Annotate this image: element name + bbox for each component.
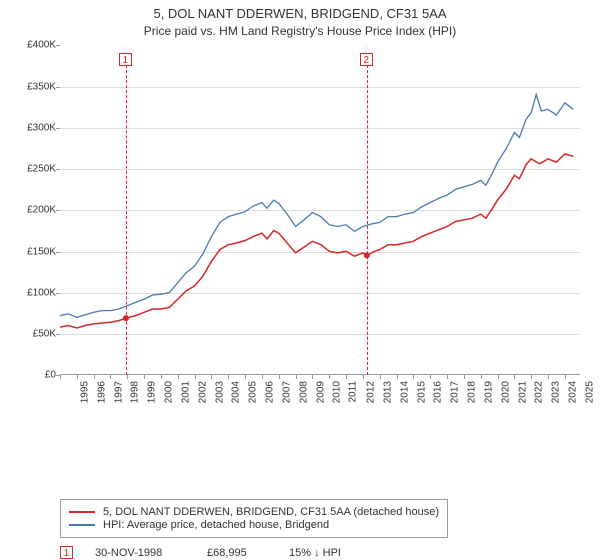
- x-axis-label: 1997: [113, 381, 124, 403]
- x-axis-label: 2011: [348, 381, 359, 403]
- chart-area: £0£50K£100K£150K£200K£250K£300K£350K£400…: [10, 45, 590, 417]
- x-axis-label: 2016: [433, 381, 444, 403]
- x-tick: [329, 375, 330, 379]
- x-axis-label: 2020: [500, 381, 511, 403]
- y-axis-label: £250K: [27, 164, 56, 175]
- legend-swatch: [69, 511, 95, 513]
- x-tick: [531, 375, 532, 379]
- y-axis-label: £0: [45, 370, 56, 381]
- legend-item: HPI: Average price, detached house, Brid…: [69, 519, 439, 531]
- x-axis-label: 2000: [163, 381, 174, 403]
- legend-label: 5, DOL NANT DDERWEN, BRIDGEND, CF31 5AA …: [103, 506, 439, 518]
- legend: 5, DOL NANT DDERWEN, BRIDGEND, CF31 5AA …: [60, 499, 448, 538]
- x-tick: [161, 375, 162, 379]
- legend-label: HPI: Average price, detached house, Brid…: [103, 519, 329, 531]
- flag-delta: 15% ↓ HPI: [289, 547, 341, 559]
- flag-data-rows: 130-NOV-1998£68,99515% ↓ HPI225-MAR-2013…: [60, 546, 590, 560]
- flag-line: [126, 65, 127, 375]
- x-tick: [262, 375, 263, 379]
- y-axis-label: £200K: [27, 205, 56, 216]
- x-tick: [464, 375, 465, 379]
- x-tick: [144, 375, 145, 379]
- x-axis-label: 2009: [315, 381, 326, 403]
- flag-date: 30-NOV-1998: [95, 547, 185, 559]
- y-axis-label: £100K: [27, 287, 56, 298]
- x-axis-label: 2003: [214, 381, 225, 403]
- flag-row-box: 1: [60, 546, 73, 559]
- x-tick: [60, 375, 61, 379]
- x-axis-label: 2021: [517, 381, 528, 403]
- x-tick: [110, 375, 111, 379]
- x-tick: [565, 375, 566, 379]
- chart-title: 5, DOL NANT DDERWEN, BRIDGEND, CF31 5AA: [10, 6, 590, 22]
- x-axis-label: 2019: [483, 381, 494, 403]
- x-tick: [481, 375, 482, 379]
- x-axis-label: 2008: [298, 381, 309, 403]
- plot-area: £0£50K£100K£150K£200K£250K£300K£350K£400…: [60, 45, 580, 375]
- flag-price: £68,995: [207, 547, 267, 559]
- y-axis-label: £400K: [27, 40, 56, 51]
- x-tick: [127, 375, 128, 379]
- below-chart: 5, DOL NANT DDERWEN, BRIDGEND, CF31 5AA …: [10, 459, 590, 560]
- x-axis-label: 2017: [449, 381, 460, 403]
- x-tick: [211, 375, 212, 379]
- y-axis-label: £300K: [27, 122, 56, 133]
- x-axis-label: 1998: [130, 381, 141, 403]
- x-axis-label: 2006: [264, 381, 275, 403]
- x-tick: [514, 375, 515, 379]
- flag-box: 1: [119, 53, 132, 66]
- series-svg: [60, 45, 580, 375]
- chart-titles: 5, DOL NANT DDERWEN, BRIDGEND, CF31 5AA …: [10, 6, 590, 39]
- x-tick: [380, 375, 381, 379]
- series-hpi: [60, 95, 573, 318]
- flag-box: 2: [360, 53, 373, 66]
- x-tick: [397, 375, 398, 379]
- x-tick: [312, 375, 313, 379]
- x-tick: [430, 375, 431, 379]
- x-axis-label: 2018: [466, 381, 477, 403]
- y-axis-label: £350K: [27, 81, 56, 92]
- x-tick: [413, 375, 414, 379]
- x-axis-label: 2002: [197, 381, 208, 403]
- legend-item: 5, DOL NANT DDERWEN, BRIDGEND, CF31 5AA …: [69, 506, 439, 518]
- x-tick: [363, 375, 364, 379]
- x-axis-label: 2004: [231, 381, 242, 403]
- x-axis-label: 1999: [147, 381, 158, 403]
- x-tick: [245, 375, 246, 379]
- x-axis-label: 1996: [96, 381, 107, 403]
- x-axis-label: 2022: [534, 381, 545, 403]
- x-axis-label: 2015: [416, 381, 427, 403]
- x-axis-label: 2010: [332, 381, 343, 403]
- x-tick: [447, 375, 448, 379]
- flag-row: 1 30-NOV-1998 £68,995 15% ↓ HPI: [60, 546, 590, 559]
- x-tick: [279, 375, 280, 379]
- legend-swatch: [69, 524, 95, 526]
- y-axis-label: £150K: [27, 246, 56, 257]
- x-axis-label: 2025: [584, 381, 595, 403]
- x-axis-label: 1995: [79, 381, 90, 403]
- x-tick: [228, 375, 229, 379]
- x-axis-label: 2005: [248, 381, 259, 403]
- x-axis-label: 2007: [281, 381, 292, 403]
- x-tick: [498, 375, 499, 379]
- x-tick: [296, 375, 297, 379]
- x-tick: [94, 375, 95, 379]
- x-axis-label: 2001: [180, 381, 191, 403]
- x-tick: [178, 375, 179, 379]
- x-tick: [77, 375, 78, 379]
- x-axis-label: 2012: [365, 381, 376, 403]
- flag-line: [367, 65, 368, 375]
- y-axis-label: £50K: [33, 329, 56, 340]
- x-tick: [548, 375, 549, 379]
- chart-subtitle: Price paid vs. HM Land Registry's House …: [10, 24, 590, 39]
- x-axis-label: 2023: [550, 381, 561, 403]
- x-axis-label: 2024: [567, 381, 578, 403]
- x-tick: [195, 375, 196, 379]
- x-axis-label: 2013: [382, 381, 393, 403]
- x-axis-label: 2014: [399, 381, 410, 403]
- x-tick: [346, 375, 347, 379]
